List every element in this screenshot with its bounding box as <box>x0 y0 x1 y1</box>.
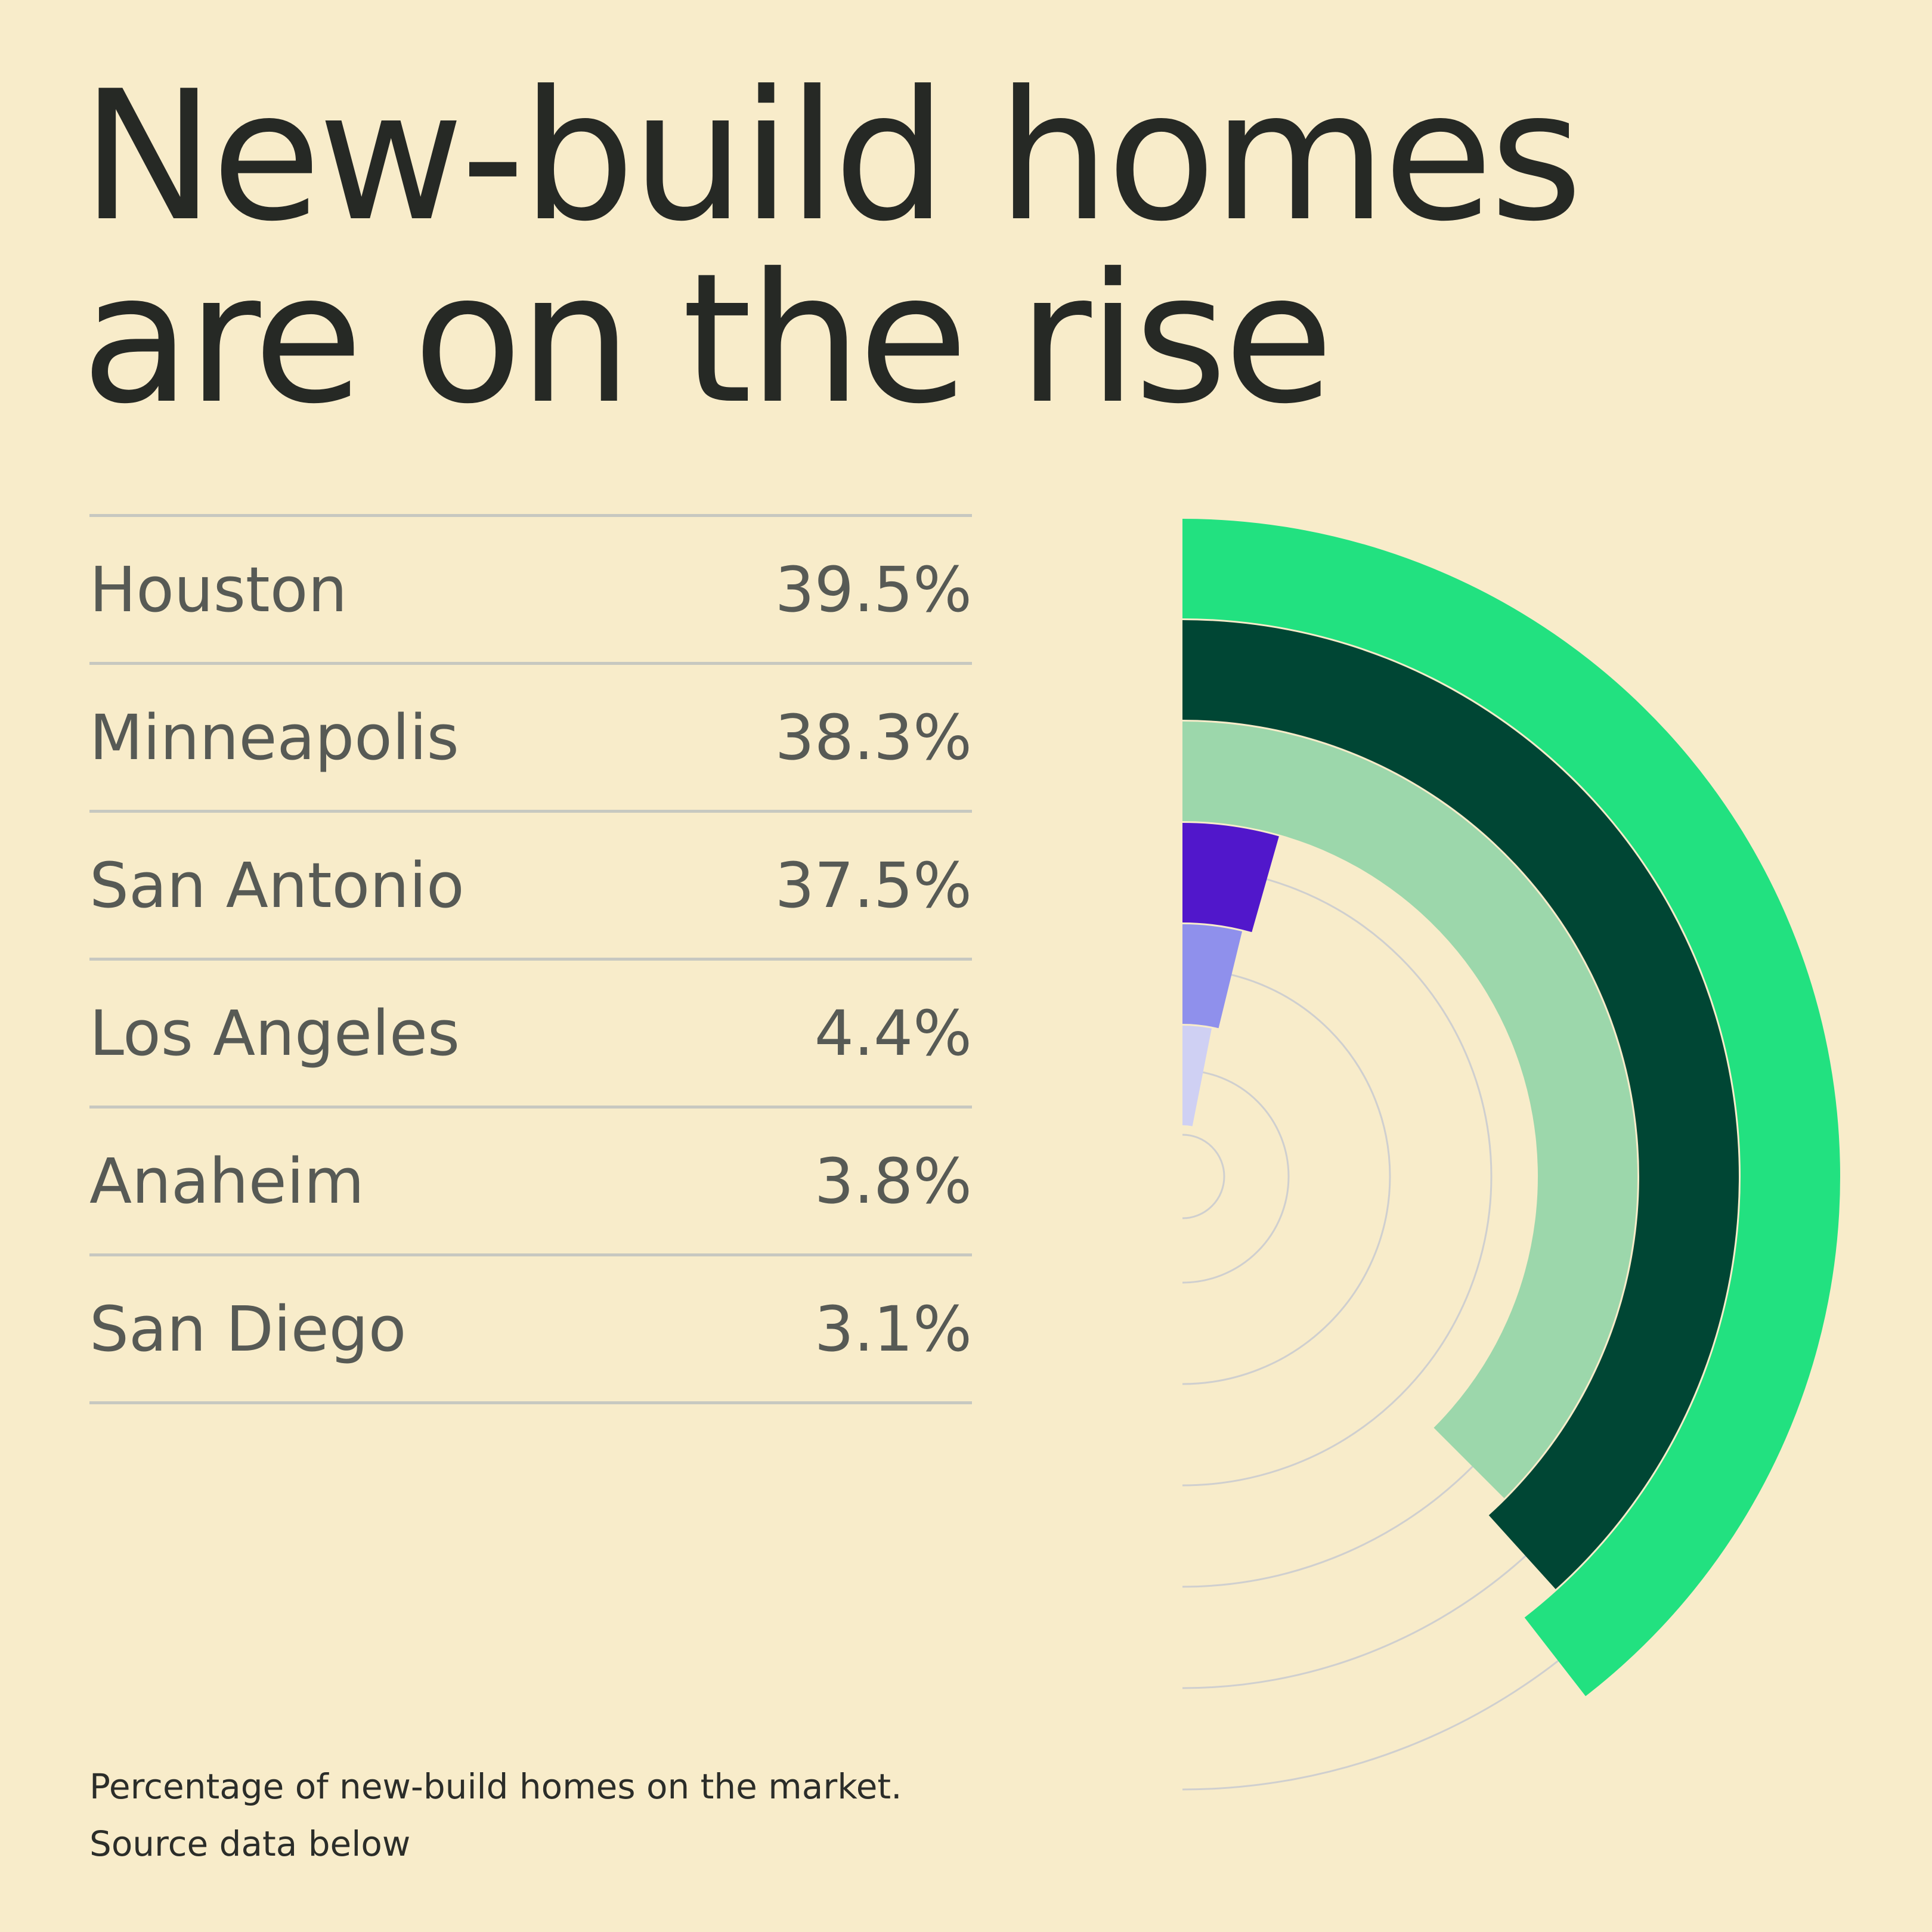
table-row: Houston 39.5% <box>89 517 972 665</box>
city-name: San Antonio <box>89 849 465 922</box>
page-title: New-build homes are on the rise <box>81 52 1583 443</box>
guide-arc <box>1182 968 1391 1385</box>
footnote: Percentage of new-build homes on the mar… <box>89 1758 902 1872</box>
city-table: Houston 39.5% Minneapolis 38.3% San Anto… <box>89 514 972 1404</box>
city-value: 38.3% <box>775 701 972 774</box>
bar-houston <box>1182 519 1840 1696</box>
bar-anaheim <box>1182 924 1243 1029</box>
bar-los-angeles <box>1182 823 1279 933</box>
city-name: Anaheim <box>89 1144 364 1218</box>
bar-minneapolis <box>1182 620 1739 1590</box>
table-row: San Diego 3.1% <box>89 1256 972 1404</box>
guide-arc <box>1182 1134 1225 1219</box>
city-value: 3.1% <box>814 1292 972 1366</box>
city-name: San Diego <box>89 1292 407 1366</box>
bar-san-antonio <box>1182 722 1637 1498</box>
table-row: San Antonio 37.5% <box>89 813 972 961</box>
table-row: Minneapolis 38.3% <box>89 665 972 813</box>
table-row: Los Angeles 4.4% <box>89 961 972 1109</box>
footnote-caption: Percentage of new-build homes on the mar… <box>89 1766 902 1807</box>
city-name: Houston <box>89 553 348 626</box>
city-name: Los Angeles <box>89 996 460 1070</box>
city-value: 39.5% <box>775 553 972 626</box>
city-value: 37.5% <box>775 849 972 922</box>
city-name: Minneapolis <box>89 701 459 774</box>
bar-san-diego <box>1182 1026 1212 1126</box>
footnote-source: Source data below <box>89 1823 411 1864</box>
guide-arc <box>1182 866 1493 1487</box>
guide-arc <box>1182 1069 1290 1284</box>
city-value: 4.4% <box>814 996 972 1070</box>
city-value: 3.8% <box>814 1144 972 1218</box>
title-line-1: New-build homes <box>81 52 1583 261</box>
table-row: Anaheim 3.8% <box>89 1109 972 1256</box>
title-line-2: are on the rise <box>81 235 1334 443</box>
